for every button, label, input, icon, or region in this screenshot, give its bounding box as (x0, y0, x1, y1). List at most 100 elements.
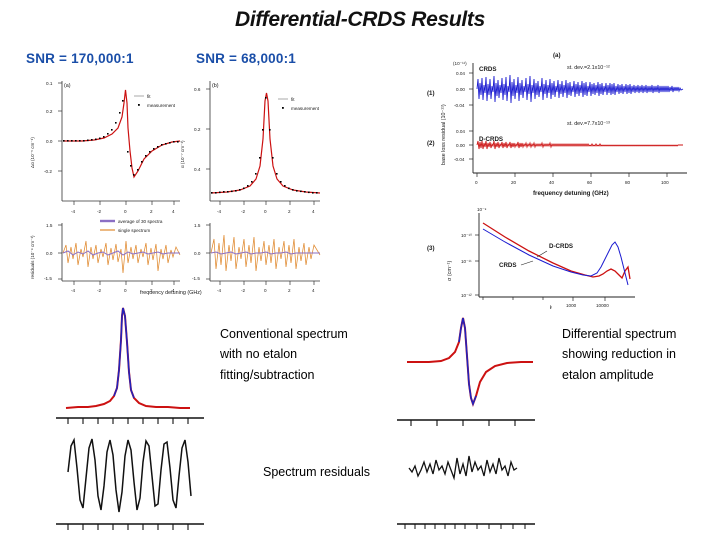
page-title: Differential-CRDS Results (235, 8, 485, 31)
residual-average-a (62, 250, 180, 256)
svg-text:100: 100 (661, 180, 669, 185)
svg-text:-4: -4 (217, 288, 222, 293)
residual-legend-a: average of 30 spectra single spectrum (100, 219, 163, 233)
differential-spectrum-measurement (458, 317, 477, 407)
conventional-spectrum-axis (56, 417, 204, 424)
svg-text:2: 2 (150, 288, 153, 293)
panel-b: (b) 0.6 0.2 0.4 -4 (180, 81, 321, 214)
svg-text:10⁻¹¹: 10⁻¹¹ (461, 259, 472, 264)
svg-text:-1.5: -1.5 (44, 276, 52, 281)
legend-average-a: average of 30 spectra (118, 219, 163, 224)
caption-differential: Differential spectrum showing reduction … (562, 327, 677, 382)
trace-label-crds: CRDS (479, 66, 497, 73)
differential-residual-trace (408, 455, 518, 481)
figure-top-right-svg: (a) (1) (2) (3) base loss residual (10⁻¹… (425, 45, 703, 310)
figure-top-right-tag: (a) (553, 52, 561, 59)
svg-text:10⁻¹²: 10⁻¹² (461, 293, 472, 298)
figure-noise-and-allan: (a) (1) (2) (3) base loss residual (10⁻¹… (425, 45, 703, 310)
differential-spectrum-axis (397, 419, 535, 426)
svg-text:80: 80 (625, 180, 631, 185)
allan-label-crds: CRDS (499, 262, 517, 269)
svg-text:0.04: 0.04 (456, 129, 465, 134)
svg-text:-2: -2 (97, 288, 102, 293)
noise-ylabel: base loss residual (10⁻¹¹) (441, 104, 447, 165)
svg-text:0.2: 0.2 (194, 127, 201, 132)
legend-measurement-a: measurement (147, 103, 176, 108)
svg-text:0.04: 0.04 (456, 71, 465, 76)
svg-text:1.5: 1.5 (46, 223, 53, 228)
svg-text:40: 40 (549, 180, 555, 185)
svg-text:0.0: 0.0 (46, 251, 53, 256)
panel-b-fit-curve (210, 92, 321, 194)
panel-a-fit-curve (63, 89, 181, 179)
panel-b-measurement-points (211, 97, 318, 194)
residual-single-spectrum-a (62, 240, 181, 274)
figure-top-left-svg: (a) 0.1 0.2 0.0 -0.2 (22, 73, 322, 295)
allan-label-dcrds: D-CRDS (549, 243, 573, 250)
row-marker-2: (2) (427, 140, 435, 147)
residual-panel-a: 1.5 0.0 -1.5 -4 -2 0 2 4 residuals (10⁻⁹… (30, 219, 181, 293)
svg-text:10⁻⁹: 10⁻⁹ (477, 207, 487, 212)
figure-conventional-spectrum (22, 300, 222, 538)
svg-text:-2: -2 (241, 209, 246, 214)
conventional-residual-trace (67, 437, 192, 513)
svg-text:0: 0 (264, 209, 267, 214)
svg-text:-0.04: -0.04 (454, 103, 465, 108)
figure-differential-spectrum (385, 300, 550, 538)
panel-a-tag: (a) (64, 83, 71, 89)
svg-text:-2: -2 (241, 288, 246, 293)
svg-text:0.4: 0.4 (194, 167, 201, 172)
svg-text:0.2: 0.2 (46, 109, 53, 114)
figure-spectra-and-residuals: (a) 0.1 0.2 0.0 -0.2 (22, 73, 322, 295)
svg-text:0: 0 (475, 180, 478, 185)
row-marker-1: (1) (427, 90, 435, 97)
caption-spectrum-residuals: Spectrum residuals (263, 465, 370, 479)
svg-text:-4: -4 (71, 209, 76, 214)
panel-b-tag: (b) (212, 83, 219, 89)
figure-bottom-mid-svg (385, 300, 550, 538)
svg-text:4: 4 (172, 288, 175, 293)
svg-text:0.6: 0.6 (194, 87, 201, 92)
svg-text:2: 2 (288, 209, 291, 214)
svg-text:10⁻¹⁰: 10⁻¹⁰ (461, 233, 472, 238)
allan-crds-curve (482, 228, 629, 286)
svg-text:Δα (10⁻⁵ cm⁻¹): Δα (10⁻⁵ cm⁻¹) (30, 137, 35, 168)
conventional-spectrum-measurement (113, 307, 135, 399)
panel-b-legend: fit measurement (278, 97, 320, 111)
legend-measurement-b: measurement (291, 106, 320, 111)
noise-panel: base loss residual (10⁻¹¹) (10⁻¹¹) 0.04 … (441, 61, 687, 197)
panel-a-legend: fit measurement (134, 94, 176, 108)
svg-text:(10⁻¹¹): (10⁻¹¹) (453, 61, 467, 66)
legend-fit-a: fit (147, 94, 151, 99)
figure-top-left-xlabel: frequency detuning (GHz) (140, 290, 202, 295)
stddev-crds: st. dev.=2.1x10⁻¹² (567, 65, 610, 71)
legend-fit-b: fit (291, 97, 295, 102)
caption-conventional: Conventional spectrum with no etalon fit… (220, 327, 348, 382)
panel-a: (a) 0.1 0.2 0.0 -0.2 (30, 81, 181, 214)
trace-label-dcrds: D-CRDS (479, 136, 503, 143)
svg-text:10000: 10000 (596, 303, 609, 308)
svg-text:4: 4 (172, 209, 175, 214)
svg-text:20: 20 (511, 180, 517, 185)
differential-residual-axis (397, 523, 535, 529)
dcrds-noise-trace (476, 140, 683, 150)
svg-text:0.1: 0.1 (46, 81, 53, 86)
legend-single-a: single spectrum (118, 228, 150, 233)
residual-average-b (210, 251, 320, 255)
snr-label-conventional: SNR = 170,000:1 (26, 51, 134, 66)
allan-ylabel: σ (cm⁻¹) (447, 261, 453, 281)
svg-text:1000: 1000 (566, 303, 577, 308)
svg-text:0.00: 0.00 (456, 87, 465, 92)
svg-text:-0.2: -0.2 (44, 169, 52, 174)
row-marker-3: (3) (427, 245, 435, 252)
svg-text:residuals (10⁻⁹ cm⁻¹): residuals (10⁻⁹ cm⁻¹) (30, 235, 35, 279)
svg-text:0.00: 0.00 (456, 143, 465, 148)
allan-dcrds-curve (482, 222, 631, 280)
svg-text:0.0: 0.0 (194, 251, 201, 256)
svg-text:1.5: 1.5 (194, 223, 201, 228)
svg-text:-0.04: -0.04 (454, 157, 465, 162)
figure-bottom-left-svg (22, 300, 222, 538)
svg-text:2: 2 (288, 288, 291, 293)
svg-text:4: 4 (312, 209, 315, 214)
